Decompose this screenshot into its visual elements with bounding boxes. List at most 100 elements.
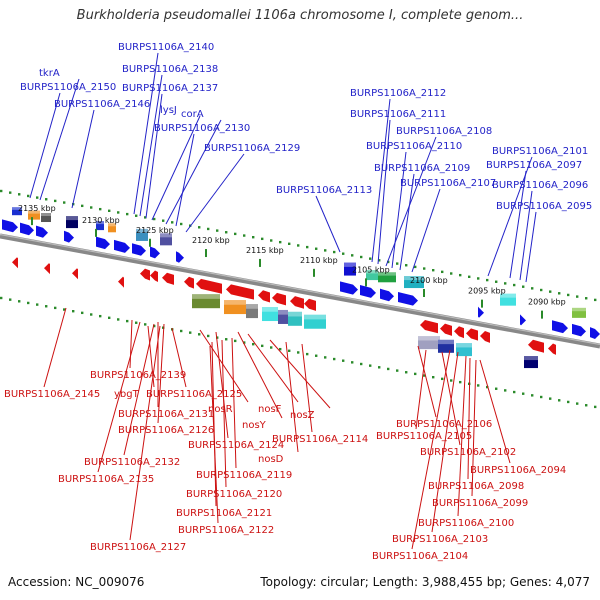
track-dot [216,336,219,339]
gene-labels: tkrA BURPS1106A_2150 BURPS1106A_2146 BURPS1… [4,42,592,562]
upper-gene-label: BURPS1106A_2111 [350,109,446,120]
upper-gene-label: BURPS1106A_2112 [350,88,446,99]
track-dot [342,359,345,362]
lower-leader-line [415,349,427,430]
lower-leader-line [457,355,467,517]
scale-tick-label: 2125 kbp [136,226,174,235]
gene-class-box-sheen [108,223,116,227]
track-dot [126,319,129,323]
track-dot [423,267,426,270]
gene-class-box [404,276,424,289]
chromosome-backbone-highlight [0,233,600,346]
track-dot [450,379,453,382]
upper-gene-label: BURPS1106A_2140 [118,42,214,53]
gene-class-box [160,233,172,246]
lower-gene-label: BURPS1106A_2131 [118,409,214,420]
track-dot [315,354,318,357]
track-dot [234,232,237,236]
track-dot [549,290,552,293]
gene-class-box [192,294,220,309]
gene-class-box-sheen [418,336,440,341]
track-dot [288,242,291,245]
gene-features [2,207,600,369]
track-dot [117,211,120,214]
forward-gene-arrow [360,285,376,298]
gene-class-box [28,210,40,220]
map-title: Burkholderia pseudomallei 1106a chromoso… [76,8,524,23]
upper-gene-label: BURPS1106A_2107 [400,178,496,189]
upper-gene-label: BURPS1106A_2150 [20,82,116,93]
track-dot [207,334,210,338]
gene-class-box-sheen [524,356,538,361]
track-dot [297,351,300,354]
upper-leader-line [525,211,537,283]
track-dot [378,259,381,262]
lower-gene-label: BURPS1106A_2119 [196,470,292,481]
track-dot [459,273,462,277]
track-dot [0,189,3,193]
backbone-layer [0,233,600,349]
forward-gene-arrow [176,251,184,263]
lower-gene-label: BURPS1106A_2114 [272,434,368,445]
gene-class-box-sheen [572,307,586,312]
lower-gene-label: nosR [208,404,233,415]
track-dot [360,255,363,259]
lower-leader-line [417,345,437,418]
scale-tick-label: 2130 kbp [82,216,120,225]
reverse-gene-arrow [118,276,124,288]
lower-leader-line [171,327,187,388]
track-dot [279,347,282,351]
track-dot [54,199,57,203]
track-dot [198,226,201,229]
track-dot [306,352,309,356]
gene-class-box-sheen [28,210,40,214]
scale-tick-label: 2090 kbp [528,298,566,307]
gene-class-box [366,270,378,281]
lower-gene-label: BURPS1106A_2102 [420,447,516,458]
gene-class-box-sheen [160,233,172,238]
gene-class-box [524,356,538,369]
lower-leader-line [199,329,249,403]
gene-class-box [438,339,454,353]
reverse-gene-arrow [226,284,254,300]
track-dot [549,397,552,400]
gene-class-box [224,300,246,315]
track-dot [270,239,273,242]
track-dot [144,323,147,326]
upper-leader-line [165,119,222,225]
track-dot [351,254,354,257]
upper-gene-label: BURPS1106A_2109 [374,163,470,174]
track-dot [477,277,480,280]
reverse-gene-arrow [72,268,78,280]
track-dot [27,194,30,198]
lower-gene-label: BURPS1106A_2139 [90,370,186,381]
upper-leader-line [139,74,163,217]
reverse-gene-arrow [290,296,304,309]
track-dot [279,240,282,244]
track-dot [45,305,48,308]
lower-gene-label: BURPS1106A_2124 [188,440,284,451]
reverse-gene-arrow [480,331,490,343]
upper-leader-line [29,92,61,199]
upper-gene-label: tkrA [39,68,60,79]
lower-leader-line [123,323,155,456]
track-dot [558,399,561,402]
track-dot [531,394,534,397]
track-dot [333,357,336,361]
scale-tick-label: 2115 kbp [246,246,284,255]
forward-gene-arrow [114,239,130,253]
track-dot [558,292,561,295]
track-dot [27,301,30,305]
reverse-gene-arrow [528,339,544,353]
lower-leader-line [97,321,141,473]
track-dot [135,214,138,217]
track-dot [108,209,111,212]
reverse-gene-arrow [140,268,150,281]
track-dot [126,212,129,216]
track-dot [117,318,120,321]
upper-leader-line [371,98,391,263]
upper-gene-label: BURPS1106A_2137 [122,83,218,94]
track-dot [513,390,516,394]
gene-class-box-sheen [192,294,220,299]
scale-tick-label: 2095 kbp [468,287,506,296]
